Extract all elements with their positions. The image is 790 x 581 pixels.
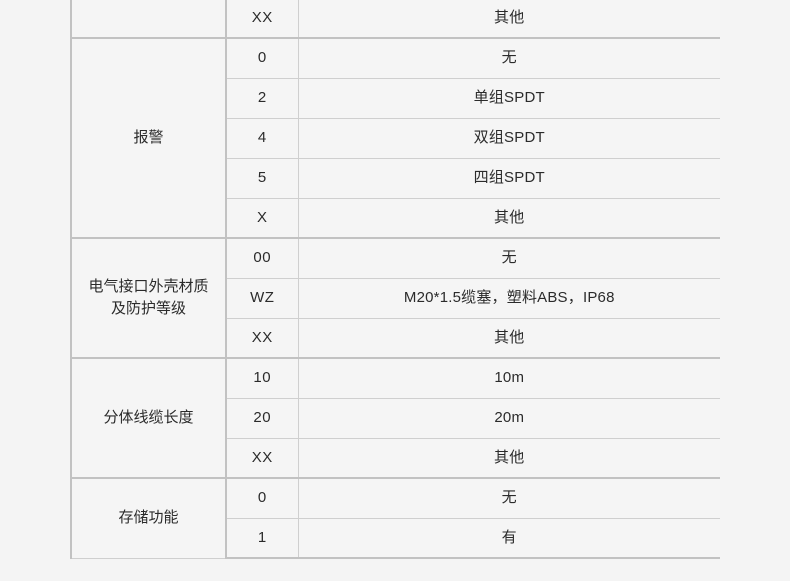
cell-code: XX: [225, 317, 299, 359]
cell-code: 1: [225, 517, 299, 559]
group-label-storage-function: 存储功能: [70, 477, 227, 559]
cell-code: 2: [225, 77, 299, 119]
cell-description: 双组SPDT: [297, 117, 720, 159]
group-label-line: 及防护等级: [110, 300, 186, 317]
table-row: 20 20m: [71, 397, 720, 439]
cell-description: 其他: [297, 437, 720, 479]
cell-code: XX: [225, 0, 299, 39]
table-row: XX 其他: [71, 437, 720, 479]
group-label-line: 电气接口外壳材质: [88, 278, 209, 296]
cell-code: WZ: [225, 277, 299, 319]
group-label-continued-top: [70, 0, 227, 39]
table-row: WZ M20*1.5缆塞，塑料ABS，IP68: [71, 277, 720, 319]
product-selection-table: XX 其他 报警 0 无 2 单组SPDT 4 双组SPDT 5 四组SPDT X 其他 电气接口外壳材质…: [70, 0, 720, 559]
table-row: 报警 0 无: [70, 37, 720, 239]
cell-code: X: [225, 197, 299, 239]
cell-description: 无: [297, 477, 720, 519]
cell-description: 无: [297, 37, 720, 79]
cell-description: 四组SPDT: [297, 157, 720, 199]
cell-description: 10m: [297, 357, 720, 399]
cell-code: 20: [225, 397, 299, 439]
group-label-cable-length: 分体线缆长度: [70, 357, 227, 479]
cell-code: 0: [225, 477, 299, 519]
cell-description: 其他: [297, 0, 720, 39]
cell-description: 有: [297, 517, 720, 559]
group-label-line: 存储功能: [118, 509, 179, 527]
cell-code: 5: [225, 157, 299, 199]
cell-description: 其他: [297, 197, 720, 239]
spec-table-body: XX 其他 报警 0 无 2 单组SPDT 4 双组SPDT 5 四组SPDT X 其他 电气接口外壳材质…: [70, 0, 720, 559]
cell-description: 单组SPDT: [297, 77, 720, 119]
group-label-line: 分体线缆长度: [103, 408, 194, 426]
table-row: XX 其他: [71, 317, 720, 359]
cell-code: 00: [225, 237, 299, 279]
table-row: 4 双组SPDT: [71, 117, 720, 159]
table-row: 分体线缆长度 10 10m: [70, 357, 720, 479]
table-row: 电气接口外壳材质 及防护等级 00 无: [70, 237, 720, 359]
table-row: XX 其他: [70, 0, 720, 39]
cell-code: 0: [225, 37, 299, 79]
cell-description: 20m: [297, 397, 720, 439]
group-label-alarm: 报警: [70, 37, 227, 239]
cell-code: 4: [225, 117, 299, 159]
table-row: 2 单组SPDT: [71, 77, 720, 119]
group-label-electrical-interface: 电气接口外壳材质 及防护等级: [70, 237, 227, 359]
cell-description: M20*1.5缆塞，塑料ABS，IP68: [297, 277, 720, 319]
cell-description: 无: [297, 237, 720, 279]
table-row: 存储功能 0 无: [70, 477, 720, 559]
table-row: X 其他: [71, 197, 720, 239]
spec-table-viewport: XX 其他 报警 0 无 2 单组SPDT 4 双组SPDT 5 四组SPDT X 其他 电气接口外壳材质…: [70, 0, 720, 562]
cell-description: 其他: [297, 317, 720, 359]
cell-code: XX: [225, 437, 299, 479]
cell-code: 10: [225, 357, 299, 399]
group-label-line: 报警: [133, 128, 164, 146]
